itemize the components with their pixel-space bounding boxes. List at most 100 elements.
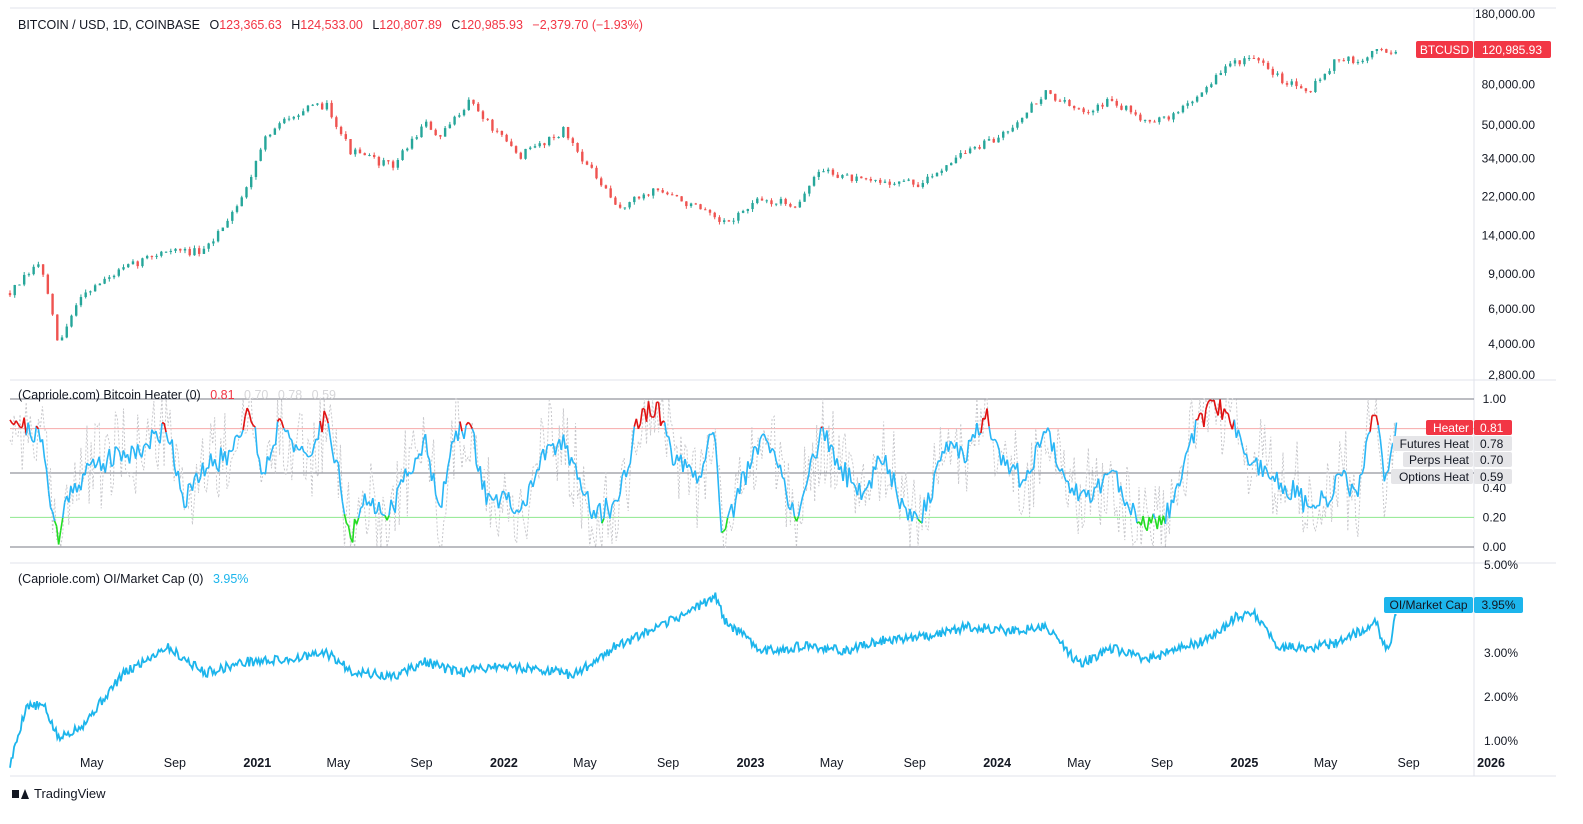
options-heat-tag[interactable]: Options Heat 0.59	[1391, 469, 1512, 484]
perps-heat-tag[interactable]: Perps Heat 0.70	[1403, 452, 1512, 467]
candle	[37, 262, 39, 268]
time-axis-tick-label: 2021	[243, 756, 271, 770]
candle	[941, 169, 943, 176]
oi-price-tag[interactable]: OI/Market Cap 3.95%	[1384, 597, 1523, 613]
heater-line-segment	[1092, 487, 1094, 500]
heater-line-segment	[196, 473, 198, 483]
heater-line-segment	[1307, 506, 1309, 507]
candle	[784, 198, 786, 206]
heater-line-segment	[1330, 500, 1332, 502]
close-value: 120,985.93	[460, 18, 523, 32]
candle	[1101, 103, 1103, 109]
candle	[1191, 101, 1193, 106]
candle	[903, 179, 905, 182]
candle	[808, 186, 810, 197]
candle	[472, 100, 474, 106]
heater-line-segment	[227, 450, 229, 465]
heater-line-segment	[1133, 503, 1135, 511]
heater-line-segment	[807, 475, 809, 484]
heater-line-segment	[503, 491, 505, 492]
heater-line-segment	[233, 437, 235, 450]
heater-line-segment	[697, 476, 699, 484]
price-pane[interactable]	[9, 48, 1397, 341]
heater-title-value-3: 0.78	[278, 388, 302, 402]
oi-title: (Capriole.com) OI/Market Cap (0)	[18, 572, 203, 586]
candle	[18, 284, 20, 285]
heater-line-segment	[312, 446, 314, 455]
candle	[1243, 56, 1245, 66]
candle	[468, 97, 470, 111]
change-value: −2,379.70 (−1.93%)	[532, 18, 643, 32]
price-axis-tick-label: 80,000.00	[1482, 77, 1536, 91]
candle	[1281, 72, 1283, 85]
btcusd-price-tag[interactable]: BTCUSD 120,985.93	[1416, 41, 1551, 58]
candle	[241, 196, 243, 207]
futures-heat-tag[interactable]: Futures Heat 0.78	[1393, 436, 1512, 451]
candle	[99, 283, 101, 285]
main-legend[interactable]: BITCOIN / USD, 1D, COINBASE O123,365.63 …	[18, 18, 643, 32]
candle	[907, 178, 909, 181]
heater-line-segment	[146, 444, 148, 446]
heater-legend[interactable]: (Capriole.com) Bitcoin Heater (0) 0.81 0…	[18, 388, 336, 402]
heater-line-segment	[302, 446, 304, 452]
heater-line-segment	[184, 507, 186, 508]
heater-line-segment	[276, 421, 278, 444]
candle	[728, 220, 730, 222]
heater-line-segment	[1238, 430, 1240, 437]
heater-line-segment	[580, 478, 582, 491]
heater-tag[interactable]: Heater 0.81	[1426, 420, 1512, 435]
tradingview-brand[interactable]: TradingView	[12, 786, 106, 801]
heater-line-segment	[784, 479, 786, 494]
heater-line-segment	[618, 494, 620, 501]
candle	[1257, 57, 1259, 63]
heater-line-segment	[977, 423, 979, 435]
heater-line-segment	[373, 498, 375, 514]
candle	[170, 249, 172, 255]
candle	[1395, 50, 1397, 54]
candle	[1172, 112, 1174, 122]
candle	[562, 126, 564, 138]
heater-line-segment	[620, 476, 622, 494]
heater-line-segment	[265, 456, 267, 474]
candle	[737, 211, 739, 223]
candle	[515, 145, 517, 154]
heater-line-segment	[1222, 409, 1224, 420]
heater-line-segment	[349, 526, 351, 538]
heater-line-segment	[16, 421, 18, 424]
close-label: C	[451, 18, 460, 32]
candle	[491, 119, 493, 133]
candle	[1361, 59, 1363, 64]
candle	[685, 201, 687, 209]
brand-name: TradingView	[34, 786, 106, 801]
time-axis-tick-label: 2024	[983, 756, 1011, 770]
heater-line-segment	[833, 447, 835, 465]
heater-line-segment	[63, 502, 65, 518]
candle	[917, 182, 919, 187]
heater-line-segment	[527, 486, 529, 505]
candle	[1328, 68, 1330, 75]
candle	[959, 150, 961, 159]
candle	[94, 284, 96, 292]
heater-line-segment	[653, 417, 655, 418]
heater-line-segment	[1111, 470, 1113, 472]
price-axis-tick-label: 34,000.00	[1482, 152, 1536, 166]
candle	[359, 147, 361, 153]
oi-axis[interactable]: 5.00%3.00%2.00%1.00%	[1484, 558, 1518, 748]
candle	[9, 290, 11, 297]
heater-line-segment	[967, 440, 969, 461]
oi-legend[interactable]: (Capriole.com) OI/Market Cap (0) 3.95%	[18, 572, 248, 586]
heater-line-segment	[460, 422, 462, 432]
candle	[529, 146, 531, 150]
candle	[1177, 111, 1179, 114]
heater-line-segment	[1107, 473, 1109, 474]
candle	[1144, 120, 1146, 123]
candle	[207, 243, 209, 252]
oi-pane[interactable]	[10, 593, 1397, 768]
candle	[14, 285, 16, 298]
heater-line-segment	[961, 446, 963, 451]
price-axis[interactable]: 180,000.0080,000.0050,000.0034,000.0022,…	[1475, 7, 1535, 382]
heater-line-segment	[255, 427, 257, 454]
candle	[1385, 49, 1387, 53]
candle	[997, 135, 999, 143]
